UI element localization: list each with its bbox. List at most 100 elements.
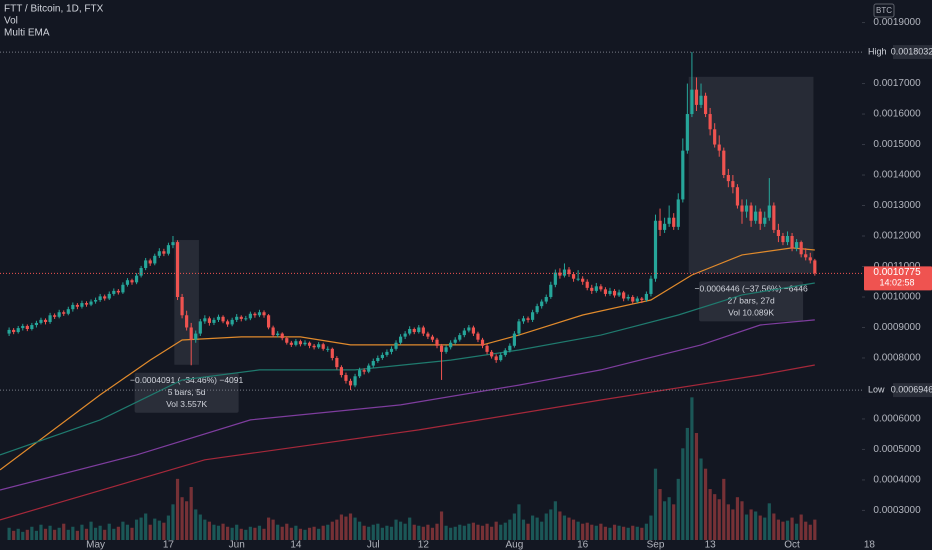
candle-body	[398, 336, 403, 343]
volume-bar	[531, 515, 535, 540]
candle-body	[121, 284, 125, 293]
ema-layer	[0, 247, 815, 521]
y-tick-label: 0.0012000	[873, 231, 921, 242]
volume-bar	[84, 528, 89, 540]
candle-body	[439, 345, 444, 352]
candle-body	[758, 211, 762, 224]
volume-bar	[795, 523, 799, 540]
candle-body	[66, 309, 70, 314]
volume-bar	[430, 527, 435, 540]
volume-bar	[439, 511, 444, 540]
volume-bar	[189, 487, 193, 540]
candle-body	[576, 278, 580, 280]
volume-bar	[540, 521, 544, 540]
candle-body	[12, 329, 16, 333]
volume-bar	[813, 519, 817, 540]
volume-bar	[317, 528, 321, 540]
volume-bar	[772, 513, 776, 540]
candle-body	[503, 350, 507, 355]
candle-body	[622, 292, 626, 299]
candle-body	[562, 269, 567, 276]
y-tick-label: 0.0004000	[873, 475, 921, 486]
volume-bar	[681, 448, 685, 540]
volume-bar	[389, 526, 394, 540]
volume-bar	[726, 504, 730, 540]
ema-line	[0, 319, 815, 491]
candle-body	[449, 342, 453, 348]
volume-bar	[672, 504, 676, 540]
volume-bar	[171, 504, 175, 540]
x-tick-label: 16	[577, 540, 589, 550]
candle-body	[681, 150, 685, 200]
x-tick-label: Jul	[367, 540, 380, 550]
volume-bar	[444, 525, 448, 540]
volume-bar	[239, 528, 243, 540]
volume-bar	[667, 497, 671, 540]
volume-bar	[180, 497, 184, 540]
candle-body	[594, 286, 598, 291]
candle-body	[235, 316, 239, 320]
volume-layer	[7, 397, 817, 540]
volume-bar	[116, 526, 120, 540]
candle-body	[353, 376, 357, 386]
candle-body	[558, 272, 562, 276]
candle-body	[462, 330, 466, 336]
candle-body	[358, 370, 362, 377]
candle-body	[280, 333, 284, 339]
volume-bar	[34, 530, 39, 540]
candle-body	[380, 354, 384, 358]
candle-body	[30, 325, 34, 330]
candle-body	[139, 268, 143, 276]
measure-layer: −0.0004091 (−34.46%) −4091 5 bars, 5d Vol …	[130, 76, 814, 413]
volume-bar	[335, 519, 339, 540]
volume-bar	[408, 517, 412, 540]
volume-bar	[166, 515, 171, 540]
volume-bar	[289, 527, 293, 540]
candle-body	[649, 278, 653, 294]
candle-body	[276, 333, 280, 336]
volume-bar	[203, 519, 207, 540]
volume-bar	[280, 526, 284, 540]
volume-bar	[708, 489, 712, 540]
volume-bar	[576, 521, 580, 540]
candle-body	[808, 257, 812, 261]
candle-body	[84, 303, 89, 305]
volume-bar	[330, 521, 334, 540]
volume-bar	[590, 524, 594, 540]
volume-bar	[353, 517, 357, 540]
y-tick-label: 0.0014000	[873, 170, 921, 181]
candle-body	[230, 319, 234, 325]
volume-bar	[57, 527, 61, 540]
candle-body	[776, 229, 780, 237]
x-tick-label: May	[86, 540, 105, 550]
candle-body	[499, 354, 503, 361]
volume-bar	[25, 529, 29, 540]
candle-body	[216, 316, 221, 320]
volume-bar	[694, 433, 699, 540]
candle-body	[517, 321, 521, 334]
volume-bar	[307, 527, 312, 540]
candle-body	[531, 312, 535, 320]
volume-bar	[121, 521, 125, 540]
volume-bar	[385, 525, 389, 540]
volume-bar	[398, 521, 403, 540]
low-value: 0.0006946	[891, 384, 932, 394]
candle-body	[239, 316, 243, 319]
volume-bar	[544, 513, 548, 540]
candle-body	[726, 175, 730, 182]
candle-body	[207, 318, 211, 323]
candle-body	[430, 336, 435, 340]
y-tick-label: 0.0008000	[873, 353, 921, 364]
candle-body	[298, 341, 303, 345]
low-label: Low	[868, 384, 885, 394]
y-tick-label: 0.0006000	[873, 414, 921, 425]
volume-bar	[526, 523, 530, 540]
volume-bar	[722, 478, 726, 540]
y-tick-label: 0.0003000	[873, 505, 921, 516]
volume-bar	[212, 524, 216, 540]
candle-body	[226, 321, 230, 325]
x-tick-label: Oct	[784, 540, 800, 550]
candle-body	[266, 315, 271, 328]
x-tick-label: 12	[418, 540, 430, 550]
